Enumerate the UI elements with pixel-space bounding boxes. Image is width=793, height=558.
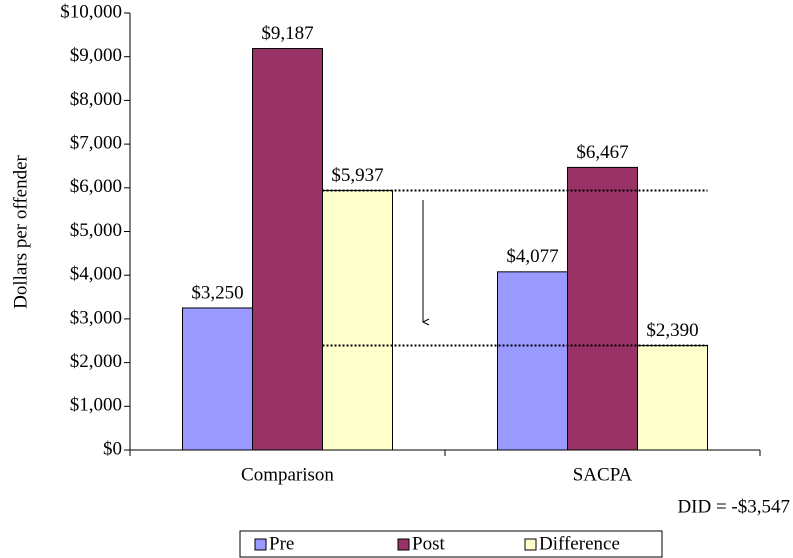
y-tick-label: $8,000 xyxy=(70,89,122,110)
y-axis-label: Dollars per offender xyxy=(10,154,31,308)
legend-swatch xyxy=(524,538,537,551)
y-tick-label: $3,000 xyxy=(70,307,122,328)
y-tick-label: $1,000 xyxy=(70,395,122,416)
y-tick-label: $4,000 xyxy=(70,264,122,285)
value-label: $4,077 xyxy=(506,246,558,267)
x-tick-label: SACPA xyxy=(573,464,633,485)
y-tick-label: $5,000 xyxy=(70,220,122,241)
y-tick-label: $6,000 xyxy=(70,176,122,197)
y-tick-label: $9,000 xyxy=(70,45,122,66)
bar xyxy=(637,345,708,451)
legend-label: Post xyxy=(412,533,445,554)
legend xyxy=(239,530,663,558)
y-tick-label: $2,000 xyxy=(70,351,122,372)
bar xyxy=(322,190,393,451)
bar xyxy=(252,48,323,451)
bar xyxy=(182,307,253,451)
value-label: $2,390 xyxy=(646,320,698,341)
value-label: $9,187 xyxy=(261,23,313,44)
value-label: $3,250 xyxy=(191,282,243,303)
y-tick-label: $7,000 xyxy=(70,132,122,153)
x-tick-label: Comparison xyxy=(241,464,334,485)
legend-label: Difference xyxy=(539,533,620,554)
legend-swatch xyxy=(254,538,267,551)
value-label: $6,467 xyxy=(576,142,628,163)
y-tick-label: $10,000 xyxy=(60,1,122,22)
bar xyxy=(497,271,568,451)
annotation: DID = -$3,547 xyxy=(677,496,790,517)
bar xyxy=(567,166,638,451)
value-label: $5,937 xyxy=(331,165,383,186)
legend-label: Pre xyxy=(269,533,294,554)
legend-swatch xyxy=(397,538,410,551)
y-tick-label: $0 xyxy=(103,438,122,459)
